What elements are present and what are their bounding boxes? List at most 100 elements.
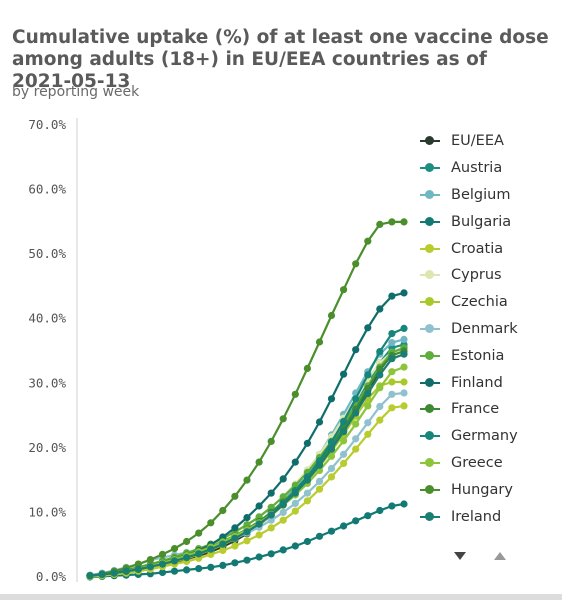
data-point[interactable]: [352, 260, 360, 268]
data-point[interactable]: [315, 461, 324, 469]
data-point[interactable]: [315, 485, 324, 493]
data-point[interactable]: [158, 560, 167, 568]
data-point[interactable]: [327, 527, 336, 535]
data-point[interactable]: [303, 537, 311, 546]
data-point[interactable]: [291, 507, 299, 515]
chevron-down-icon[interactable]: [454, 552, 466, 560]
data-point[interactable]: [158, 568, 167, 577]
data-point[interactable]: [219, 506, 227, 515]
data-point[interactable]: [400, 324, 408, 332]
data-point[interactable]: [195, 565, 203, 573]
data-point[interactable]: [86, 572, 94, 580]
data-point[interactable]: [243, 556, 251, 564]
data-point[interactable]: [183, 554, 191, 562]
data-point[interactable]: [400, 363, 408, 371]
data-point[interactable]: [207, 563, 215, 571]
data-point[interactable]: [315, 338, 324, 346]
data-point[interactable]: [327, 452, 336, 460]
data-point[interactable]: [400, 350, 408, 358]
data-point[interactable]: [255, 531, 263, 539]
data-point[interactable]: [388, 355, 396, 363]
data-point[interactable]: [376, 416, 384, 424]
data-point[interactable]: [327, 395, 336, 403]
data-point[interactable]: [279, 415, 287, 423]
data-point[interactable]: [243, 537, 251, 545]
data-point[interactable]: [219, 561, 227, 570]
data-point[interactable]: [388, 378, 396, 386]
data-point[interactable]: [243, 514, 251, 522]
data-point[interactable]: [376, 371, 384, 379]
data-point[interactable]: [340, 437, 348, 445]
data-point[interactable]: [364, 419, 372, 427]
data-point[interactable]: [303, 489, 311, 497]
data-point[interactable]: [340, 522, 348, 530]
data-point[interactable]: [352, 395, 360, 403]
data-point[interactable]: [327, 438, 336, 446]
data-point[interactable]: [327, 464, 336, 473]
data-point[interactable]: [291, 458, 299, 466]
data-point[interactable]: [315, 532, 324, 540]
data-point[interactable]: [364, 402, 372, 410]
data-point[interactable]: [279, 516, 287, 524]
data-point[interactable]: [364, 512, 372, 520]
data-point[interactable]: [364, 371, 372, 379]
legend-item[interactable]: France: [418, 396, 558, 423]
data-point[interactable]: [340, 417, 348, 425]
legend-item[interactable]: Bulgaria: [418, 208, 558, 235]
data-point[interactable]: [231, 524, 239, 532]
data-point[interactable]: [400, 389, 408, 397]
data-point[interactable]: [291, 542, 299, 550]
data-point[interactable]: [303, 439, 311, 447]
data-point[interactable]: [207, 545, 215, 553]
legend-item[interactable]: Ireland: [418, 503, 558, 530]
data-point[interactable]: [352, 420, 360, 428]
data-point[interactable]: [279, 508, 287, 516]
data-point[interactable]: [279, 475, 287, 483]
data-point[interactable]: [340, 286, 348, 294]
data-point[interactable]: [279, 546, 287, 554]
data-point[interactable]: [327, 473, 336, 481]
data-point[interactable]: [400, 218, 408, 226]
data-point[interactable]: [340, 450, 348, 458]
data-point[interactable]: [98, 570, 106, 579]
data-point[interactable]: [400, 402, 408, 410]
data-point[interactable]: [303, 497, 311, 505]
data-point[interactable]: [195, 529, 203, 537]
data-point[interactable]: [352, 445, 360, 453]
data-point[interactable]: [376, 220, 384, 228]
legend-item[interactable]: Croatia: [418, 235, 558, 262]
data-point[interactable]: [267, 516, 275, 524]
legend-item[interactable]: Estonia: [418, 342, 558, 369]
data-point[interactable]: [388, 368, 396, 376]
data-point[interactable]: [255, 502, 263, 510]
data-point[interactable]: [146, 563, 154, 571]
data-point[interactable]: [376, 305, 384, 313]
data-point[interactable]: [364, 324, 372, 332]
data-point[interactable]: [388, 218, 396, 226]
data-point[interactable]: [388, 390, 396, 398]
data-point[interactable]: [255, 520, 263, 528]
data-point[interactable]: [219, 540, 227, 548]
data-point[interactable]: [340, 370, 348, 378]
data-point[interactable]: [267, 550, 275, 558]
data-point[interactable]: [231, 534, 239, 542]
legend-item[interactable]: Austria: [418, 155, 558, 182]
data-point[interactable]: [110, 569, 118, 577]
data-point[interactable]: [315, 418, 324, 426]
data-point[interactable]: [183, 566, 191, 574]
data-point[interactable]: [352, 346, 360, 354]
data-point[interactable]: [388, 339, 396, 347]
data-point[interactable]: [400, 289, 408, 297]
data-point[interactable]: [279, 493, 287, 501]
data-point[interactable]: [376, 348, 384, 356]
data-point[interactable]: [183, 537, 191, 546]
data-point[interactable]: [352, 409, 360, 417]
data-point[interactable]: [376, 506, 384, 515]
data-point[interactable]: [327, 445, 336, 453]
data-point[interactable]: [279, 501, 287, 509]
legend-item[interactable]: Finland: [418, 369, 558, 396]
legend-item[interactable]: EU/EEA: [418, 128, 558, 155]
data-point[interactable]: [255, 458, 263, 466]
legend-item[interactable]: Greece: [418, 450, 558, 477]
data-point[interactable]: [146, 556, 154, 564]
